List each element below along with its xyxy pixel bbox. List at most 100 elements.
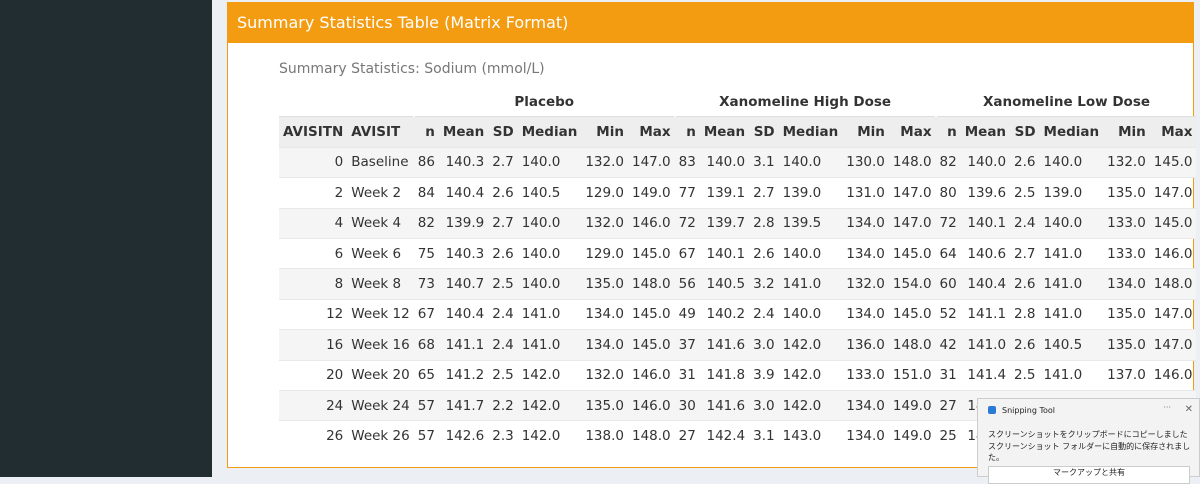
table-cell: 77	[674, 177, 700, 209]
table-cell: 146.0	[1149, 359, 1197, 391]
table-cell: 141.1	[438, 329, 489, 361]
table-row: 6 Week 6 75 140.3 2.6 140.0 129.0 145.0 67 140.1 2…	[279, 237, 1197, 269]
header-cell	[279, 87, 414, 118]
table-cell: 83	[674, 146, 700, 178]
panel: Summary Statistics Table (Matrix Format)…	[227, 2, 1197, 468]
table-cell: 31	[935, 359, 961, 391]
table-cell: 145.0	[627, 237, 675, 269]
table-cell: 129.0	[581, 237, 628, 269]
table-cell: 68	[413, 329, 439, 361]
table-cell: 2.6	[1010, 329, 1040, 361]
table-cell: 151.0	[888, 359, 936, 391]
table-row: 20 Week 20 65 141.2 2.5 142.0 132.0 146.0 31 141.…	[279, 359, 1197, 391]
table-cell: 140.6	[960, 237, 1011, 269]
table-cell: 25	[935, 420, 961, 451]
column-header: n	[947, 124, 957, 141]
table-cell: 148.0	[627, 268, 675, 300]
table-cell: 141.2	[438, 359, 489, 391]
table-cell: 141.0	[1039, 359, 1104, 391]
table-cell: 147.0	[888, 177, 936, 209]
table-cell: 140.2	[699, 298, 750, 330]
table-cell: 2.3	[488, 420, 518, 451]
table-cell: 141.0	[960, 329, 1011, 361]
header-row: AVISITN AVISIT n Mean SD Median Min Max n Mean SD M…	[279, 116, 1197, 148]
table-cell: 135.0	[581, 268, 628, 300]
table-cell: 134.0	[1103, 268, 1150, 300]
table-cell: 142.6	[438, 420, 489, 451]
table-cell: 140.0	[960, 146, 1011, 178]
column-header: Max	[900, 124, 932, 141]
table-cell: 146.0	[627, 207, 675, 239]
table-cell: 141.6	[699, 329, 750, 361]
table-cell: 148.0	[888, 329, 936, 361]
table-cell: 137.0	[1103, 359, 1150, 391]
table-cell: 140.0	[1039, 207, 1104, 239]
toast-message: スクリーンショットをクリップボードにコピーしました	[988, 430, 1188, 439]
table-cell: 134.0	[842, 237, 889, 269]
table-cell: 134.0	[842, 420, 889, 451]
table-cell: 139.9	[438, 207, 489, 239]
table-cell: 2.6	[749, 237, 779, 269]
table-cell: 140.5	[517, 177, 582, 209]
table-cell: 149.0	[888, 420, 936, 451]
table-cell: 145.0	[1149, 146, 1197, 178]
table-cell: 2.8	[749, 207, 779, 239]
more-button[interactable]: ···	[1163, 403, 1171, 412]
table-cell: 16	[279, 329, 348, 361]
column-header: SD	[492, 124, 514, 141]
toast-button[interactable]: マークアップと共有	[988, 466, 1190, 484]
table-cell: 147.0	[888, 207, 936, 239]
column-header: AVISITN	[283, 124, 344, 141]
table-cell: 149.0	[888, 389, 936, 421]
table-cell: 2.7	[488, 146, 518, 178]
toast[interactable]: Snipping Tool ··· ✕ スクリーンショットをクリップボードにコピ…	[977, 398, 1200, 484]
table-cell: 140.4	[438, 298, 489, 330]
column-header: Min	[857, 124, 885, 141]
table-cell: 141.6	[699, 389, 750, 421]
table-cell: 2	[279, 177, 348, 209]
table-cell: 139.5	[778, 207, 843, 239]
table-cell: 146.0	[1149, 237, 1197, 269]
table-cell: 140.5	[699, 268, 750, 300]
column-header: Median	[1043, 124, 1100, 141]
table-cell: 134.0	[581, 329, 628, 361]
table-cell: 134.0	[842, 207, 889, 239]
table-row: 0 Baseline 86 140.3 2.7 140.0 132.0 147.0 83 140.…	[279, 146, 1197, 178]
table-cell: 73	[413, 268, 439, 300]
table-cell: 56	[674, 268, 700, 300]
table-cell: 140.1	[699, 237, 750, 269]
table-cell: 2.7	[749, 177, 779, 209]
table-cell: 64	[935, 237, 961, 269]
table-cell: 142.4	[699, 420, 750, 451]
stats-table: Placebo Xanomeline High Dose Xanomeline Lo…	[279, 87, 1197, 451]
close-button[interactable]: ✕	[1184, 404, 1193, 415]
table-cell: 132.0	[1103, 146, 1150, 178]
table-cell: 133.0	[1103, 237, 1150, 269]
column-header: SD	[1014, 124, 1036, 141]
table-cell: 2.6	[1010, 268, 1040, 300]
table-cell: 135.0	[581, 389, 628, 421]
table-cell: 140.0	[778, 237, 843, 269]
table-cell: 75	[413, 237, 439, 269]
panel-title: Summary Statistics Table (Matrix Format)	[228, 3, 1193, 43]
table-cell: 37	[674, 329, 700, 361]
table-cell: 140.0	[517, 237, 582, 269]
sidebar	[0, 0, 212, 477]
column-header: Mean	[703, 124, 746, 141]
table-cell: 12	[279, 298, 348, 330]
column-header: Min	[1118, 124, 1146, 141]
table-cell: 140.3	[438, 237, 489, 269]
table-cell: 141.0	[1039, 268, 1104, 300]
table-body: 0 Baseline 86 140.3 2.7 140.0 132.0 147.0 83 140.…	[279, 146, 1197, 451]
table-cell: 148.0	[888, 146, 936, 178]
table-cell: 42	[935, 329, 961, 361]
table-cell: 134.0	[581, 298, 628, 330]
group-header: Placebo	[412, 87, 675, 118]
table-cell: Week 8	[347, 268, 414, 300]
table-cell: 139.7	[699, 207, 750, 239]
table-cell: 149.0	[627, 177, 675, 209]
table-cell: 140.0	[517, 146, 582, 178]
table-cell: 140.4	[960, 268, 1011, 300]
table-caption: Summary Statistics: Sodium (mmol/L)	[279, 61, 545, 77]
table-cell: 84	[413, 177, 439, 209]
